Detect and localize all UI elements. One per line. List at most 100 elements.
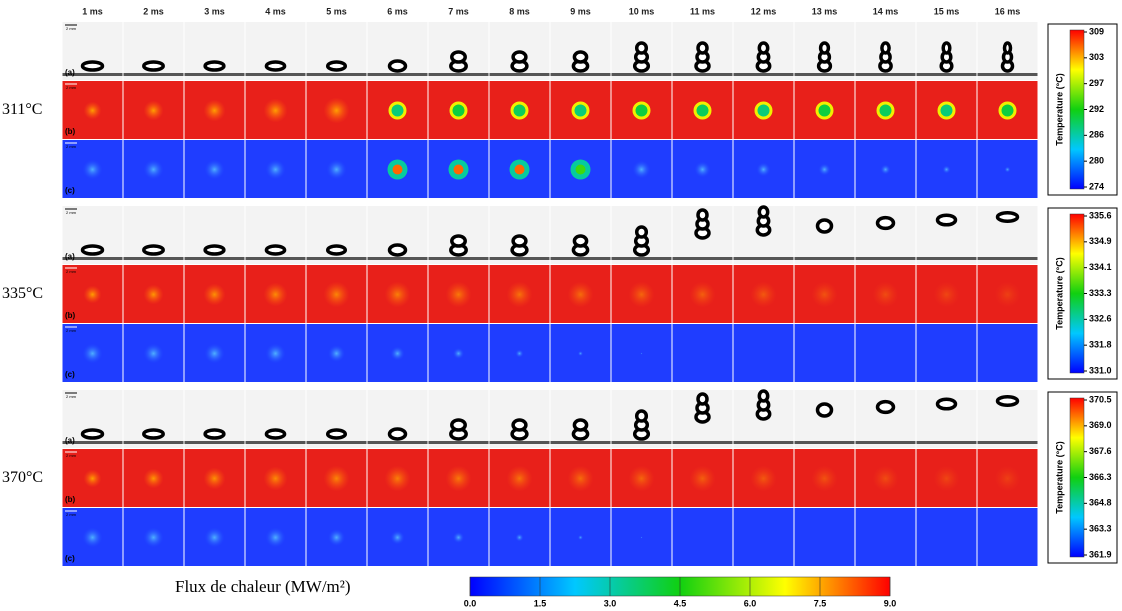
colorbar-tick-label: 331.8 <box>1089 340 1112 350</box>
cool-spot <box>574 104 587 117</box>
colorbar-tick-label: 303 <box>1089 52 1104 62</box>
time-label: 7 ms <box>448 6 469 16</box>
droplet <box>325 60 348 72</box>
droplet <box>203 60 226 72</box>
time-label: 1 ms <box>82 6 103 16</box>
colorbar-tick-label: 334.9 <box>1089 236 1112 246</box>
droplet <box>450 234 467 248</box>
droplet-frame <box>855 206 916 264</box>
row-label: (c) <box>65 186 75 195</box>
droplet <box>757 205 770 219</box>
droplet <box>142 60 165 72</box>
scale-bar-label: 2 mm <box>66 269 77 274</box>
heat-flux-field <box>733 508 794 566</box>
cool-spot <box>513 104 526 117</box>
cool-spot <box>696 104 709 117</box>
droplet <box>325 244 348 256</box>
substrate <box>611 257 672 260</box>
substrate <box>62 441 123 444</box>
flux-spot <box>640 536 643 539</box>
droplet <box>511 234 528 248</box>
flux-spot <box>390 530 405 545</box>
substrate <box>733 257 794 260</box>
spot <box>689 281 716 308</box>
time-label: 6 ms <box>387 6 408 16</box>
flux-core <box>453 164 464 175</box>
flux-spot <box>756 162 771 177</box>
cool-spot <box>452 104 465 117</box>
droplet <box>572 418 589 432</box>
droplet-frame <box>794 390 855 448</box>
droplet <box>634 409 649 423</box>
heat-flux-field <box>794 324 855 382</box>
scale-bar-label: 2 mm <box>66 210 77 215</box>
spot <box>83 469 102 488</box>
heat-flux-field <box>794 508 855 566</box>
colorbar-tick-label: 292 <box>1089 104 1104 114</box>
row-label: (c) <box>65 370 75 379</box>
colorbar-title: Temperature (°C) <box>1054 441 1064 513</box>
spot <box>445 281 472 308</box>
droplet <box>203 244 226 256</box>
row-label: (b) <box>65 127 76 136</box>
flux-spot <box>694 161 711 178</box>
droplet <box>818 41 831 55</box>
colorbar-tick-label: 297 <box>1089 78 1104 88</box>
row-label: (b) <box>65 311 76 320</box>
substrate <box>123 257 184 260</box>
substrate <box>306 441 367 444</box>
spot <box>872 281 899 308</box>
spot <box>83 285 102 304</box>
flux-tick-label: 0.0 <box>464 598 477 608</box>
substrate <box>367 73 428 76</box>
spot <box>933 465 960 492</box>
spot <box>203 99 226 122</box>
spot <box>994 281 1021 308</box>
spot <box>203 467 226 490</box>
substrate <box>489 441 550 444</box>
substrate <box>428 441 489 444</box>
droplet <box>935 213 958 227</box>
substrate <box>672 441 733 444</box>
droplet <box>142 244 165 256</box>
colorbar <box>1069 397 1085 558</box>
flux-spot <box>515 533 524 542</box>
colorbar-tick-label: 335.6 <box>1089 210 1112 220</box>
substrate <box>550 73 611 76</box>
spot <box>567 281 594 308</box>
scale-bar-label: 2 mm <box>66 453 77 458</box>
flux-spot <box>82 159 103 180</box>
droplet <box>511 50 528 64</box>
flux-spot <box>453 348 464 359</box>
time-label: 5 ms <box>326 6 347 16</box>
spot <box>994 465 1021 492</box>
substrate <box>855 441 916 444</box>
flux-tick-label: 7.5 <box>814 598 827 608</box>
substrate <box>62 257 123 260</box>
droplet <box>815 402 834 418</box>
cool-spot <box>879 104 892 117</box>
flux-spot <box>453 532 464 543</box>
colorbar-tick-label: 286 <box>1089 130 1104 140</box>
droplet <box>634 41 649 55</box>
substrate <box>916 73 977 76</box>
droplet-frame <box>855 390 916 448</box>
droplet <box>757 389 770 403</box>
time-label: 9 ms <box>570 6 591 16</box>
time-label: 14 ms <box>873 6 899 16</box>
heat-flux-field <box>672 324 733 382</box>
flux-spot <box>204 159 225 180</box>
flux-spot <box>265 527 286 548</box>
substrate <box>184 257 245 260</box>
flux-spot <box>390 346 405 361</box>
time-label: 13 ms <box>812 6 838 16</box>
substrate <box>794 73 855 76</box>
substrate <box>367 441 428 444</box>
flux-spot <box>326 159 347 180</box>
substrate <box>428 73 489 76</box>
colorbar-tick-label: 369.0 <box>1089 420 1112 430</box>
heat-flux-field <box>672 508 733 566</box>
droplet <box>696 392 709 406</box>
spot <box>143 468 164 489</box>
droplet <box>203 428 226 440</box>
